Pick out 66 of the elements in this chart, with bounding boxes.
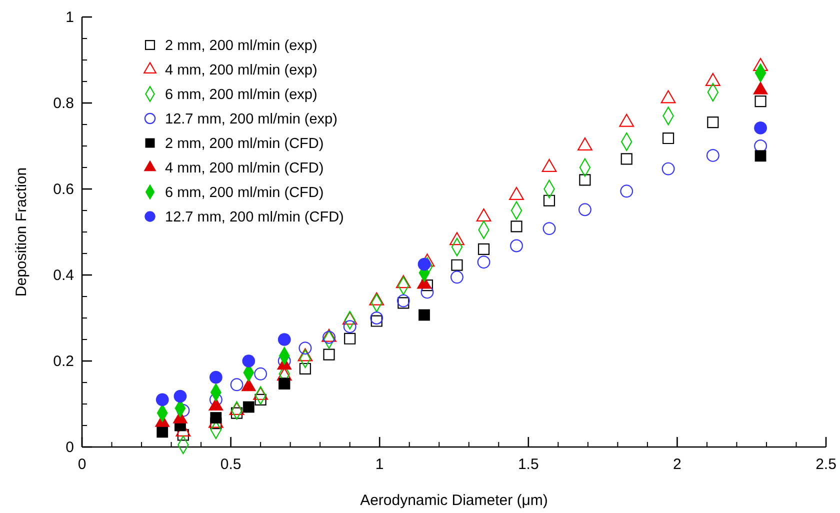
- point: [620, 153, 632, 165]
- point: [230, 378, 244, 392]
- point: [370, 315, 382, 327]
- point: [450, 270, 464, 284]
- point: [662, 162, 675, 176]
- point: [209, 370, 222, 384]
- point: [156, 426, 168, 438]
- point: [543, 194, 556, 206]
- point: [242, 354, 256, 368]
- point: [478, 243, 490, 255]
- x-tick-label: 0: [78, 456, 86, 473]
- point: [398, 297, 410, 309]
- legend-label: 6 mm, 200 ml/min (CFD): [165, 185, 324, 201]
- x-axis-title: Aerodynamic Diameter (μm): [360, 492, 548, 509]
- x-tick-label: 1: [375, 456, 384, 473]
- point: [230, 407, 243, 419]
- point: [754, 150, 766, 162]
- point: [579, 174, 591, 186]
- point: [510, 239, 523, 252]
- point: [754, 122, 767, 134]
- legend-label: 12.7 mm, 200 ml/min (CFD): [165, 210, 344, 226]
- point: [209, 393, 222, 406]
- y-axis-title: Deposition Fraction: [13, 167, 30, 297]
- legend-label: 2 mm, 200 ml/min (CFD): [165, 136, 324, 152]
- y-tick-label: 0.2: [53, 353, 74, 370]
- point: [299, 362, 311, 375]
- x-tick-label: 1.5: [518, 456, 539, 473]
- point: [451, 259, 463, 271]
- point: [542, 222, 556, 236]
- point: [344, 332, 356, 344]
- legend-label: 12.7 mm, 200 ml/min (exp): [165, 112, 338, 128]
- point: [707, 116, 719, 128]
- point: [578, 203, 592, 216]
- point: [706, 149, 720, 162]
- point: [298, 342, 312, 355]
- point: [477, 256, 490, 269]
- point: [242, 401, 254, 413]
- point: [210, 412, 222, 424]
- point: [510, 220, 522, 232]
- point: [662, 132, 674, 144]
- point: [278, 333, 291, 346]
- point: [370, 312, 384, 324]
- point: [396, 294, 410, 308]
- x-tick-label: 2.5: [816, 456, 836, 473]
- y-tick-label: 0.6: [53, 181, 74, 198]
- point: [420, 286, 434, 299]
- legend-label: 2 mm, 200 ml/min (exp): [165, 38, 318, 54]
- x-tick-label: 2: [673, 456, 682, 473]
- point: [323, 348, 335, 360]
- point: [620, 184, 634, 198]
- legend-label: 4 mm, 200 ml/min (CFD): [165, 160, 324, 176]
- y-tick-label: 1: [66, 9, 74, 26]
- point: [418, 309, 430, 321]
- point: [156, 393, 169, 406]
- y-tick-label: 0.8: [53, 95, 74, 112]
- point: [754, 95, 766, 108]
- y-tick-label: 0.4: [53, 267, 74, 284]
- point: [254, 367, 268, 380]
- point: [421, 280, 434, 292]
- x-tick-label: 0.5: [220, 456, 242, 473]
- legend-label: 6 mm, 200 ml/min (exp): [165, 87, 318, 103]
- point: [343, 320, 356, 334]
- y-tick-label: 0: [66, 439, 74, 456]
- point: [174, 390, 187, 403]
- point: [418, 258, 431, 271]
- legend-label: 4 mm, 200 ml/min (exp): [165, 62, 318, 78]
